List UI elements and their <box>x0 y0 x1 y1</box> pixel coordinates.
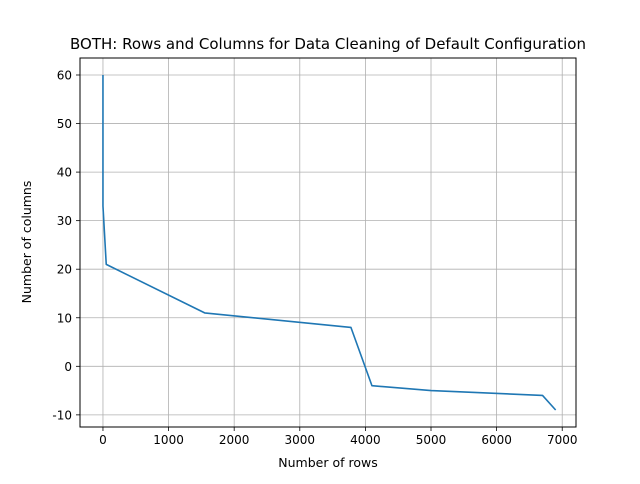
data-point <box>350 327 351 328</box>
x-tick-label: 1000 <box>153 433 184 447</box>
data-point <box>102 191 103 192</box>
x-tick-label: 3000 <box>285 433 316 447</box>
data-point <box>106 264 107 265</box>
plot-frame <box>79 57 577 428</box>
data-point <box>102 74 103 75</box>
x-tick-label: 7000 <box>547 433 578 447</box>
y-tick-label: 0 <box>64 360 72 374</box>
y-axis-label: Number of columns <box>19 181 34 304</box>
data-series <box>102 74 557 411</box>
chart-title: BOTH: Rows and Columns for Data Cleaning… <box>70 35 586 53</box>
grid <box>80 58 576 427</box>
y-tick-label: 60 <box>57 68 72 82</box>
data-point <box>431 390 432 391</box>
y-tick-label: 40 <box>57 166 72 180</box>
x-tick-label: 2000 <box>219 433 250 447</box>
axis-ticks: 0 1000 2000 3000 4000 5000 6000 7000 -10 0 10 20 30 4… <box>52 68 577 447</box>
x-tick-label: 5000 <box>416 433 447 447</box>
data-point <box>555 410 556 411</box>
y-tick-label: 10 <box>57 311 72 325</box>
x-axis-label: Number of rows <box>278 455 377 470</box>
data-point <box>102 147 103 148</box>
data-point <box>204 312 205 313</box>
data-point <box>102 172 103 173</box>
data-point <box>102 123 103 124</box>
data-point <box>542 395 543 396</box>
x-tick-label: 0 <box>99 433 107 447</box>
data-point <box>371 385 372 386</box>
x-tick-label: 4000 <box>350 433 381 447</box>
data-point <box>102 99 103 100</box>
y-tick-label: -10 <box>52 408 72 422</box>
y-tick-label: 30 <box>57 214 72 228</box>
x-tick-label: 6000 <box>481 433 512 447</box>
y-tick-label: 20 <box>57 263 72 277</box>
data-point <box>102 206 103 207</box>
y-tick-label: 50 <box>57 117 72 131</box>
series-line <box>102 74 557 411</box>
